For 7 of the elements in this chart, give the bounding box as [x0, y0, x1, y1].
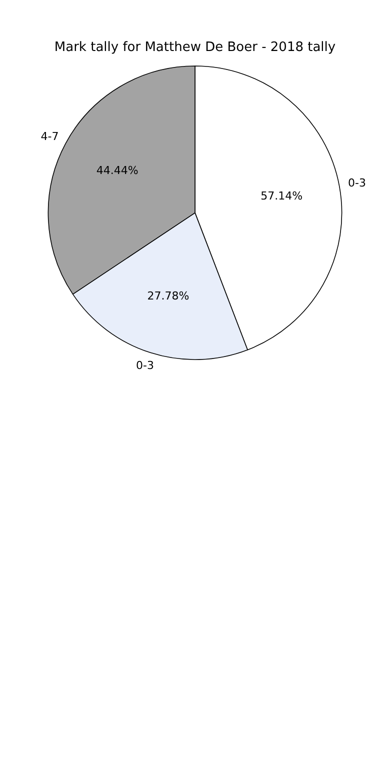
- data-label: 27.78%: [147, 290, 190, 303]
- chart-title: Mark tally for Matthew De Boer - 2018 tally: [54, 40, 336, 56]
- data-label: 44.44%: [96, 164, 138, 178]
- slice-label: 0-3: [136, 358, 154, 372]
- slice-label: 0-3: [348, 176, 366, 190]
- slice-label: 4-7: [40, 130, 59, 143]
- data-label: 57.14%: [260, 190, 303, 203]
